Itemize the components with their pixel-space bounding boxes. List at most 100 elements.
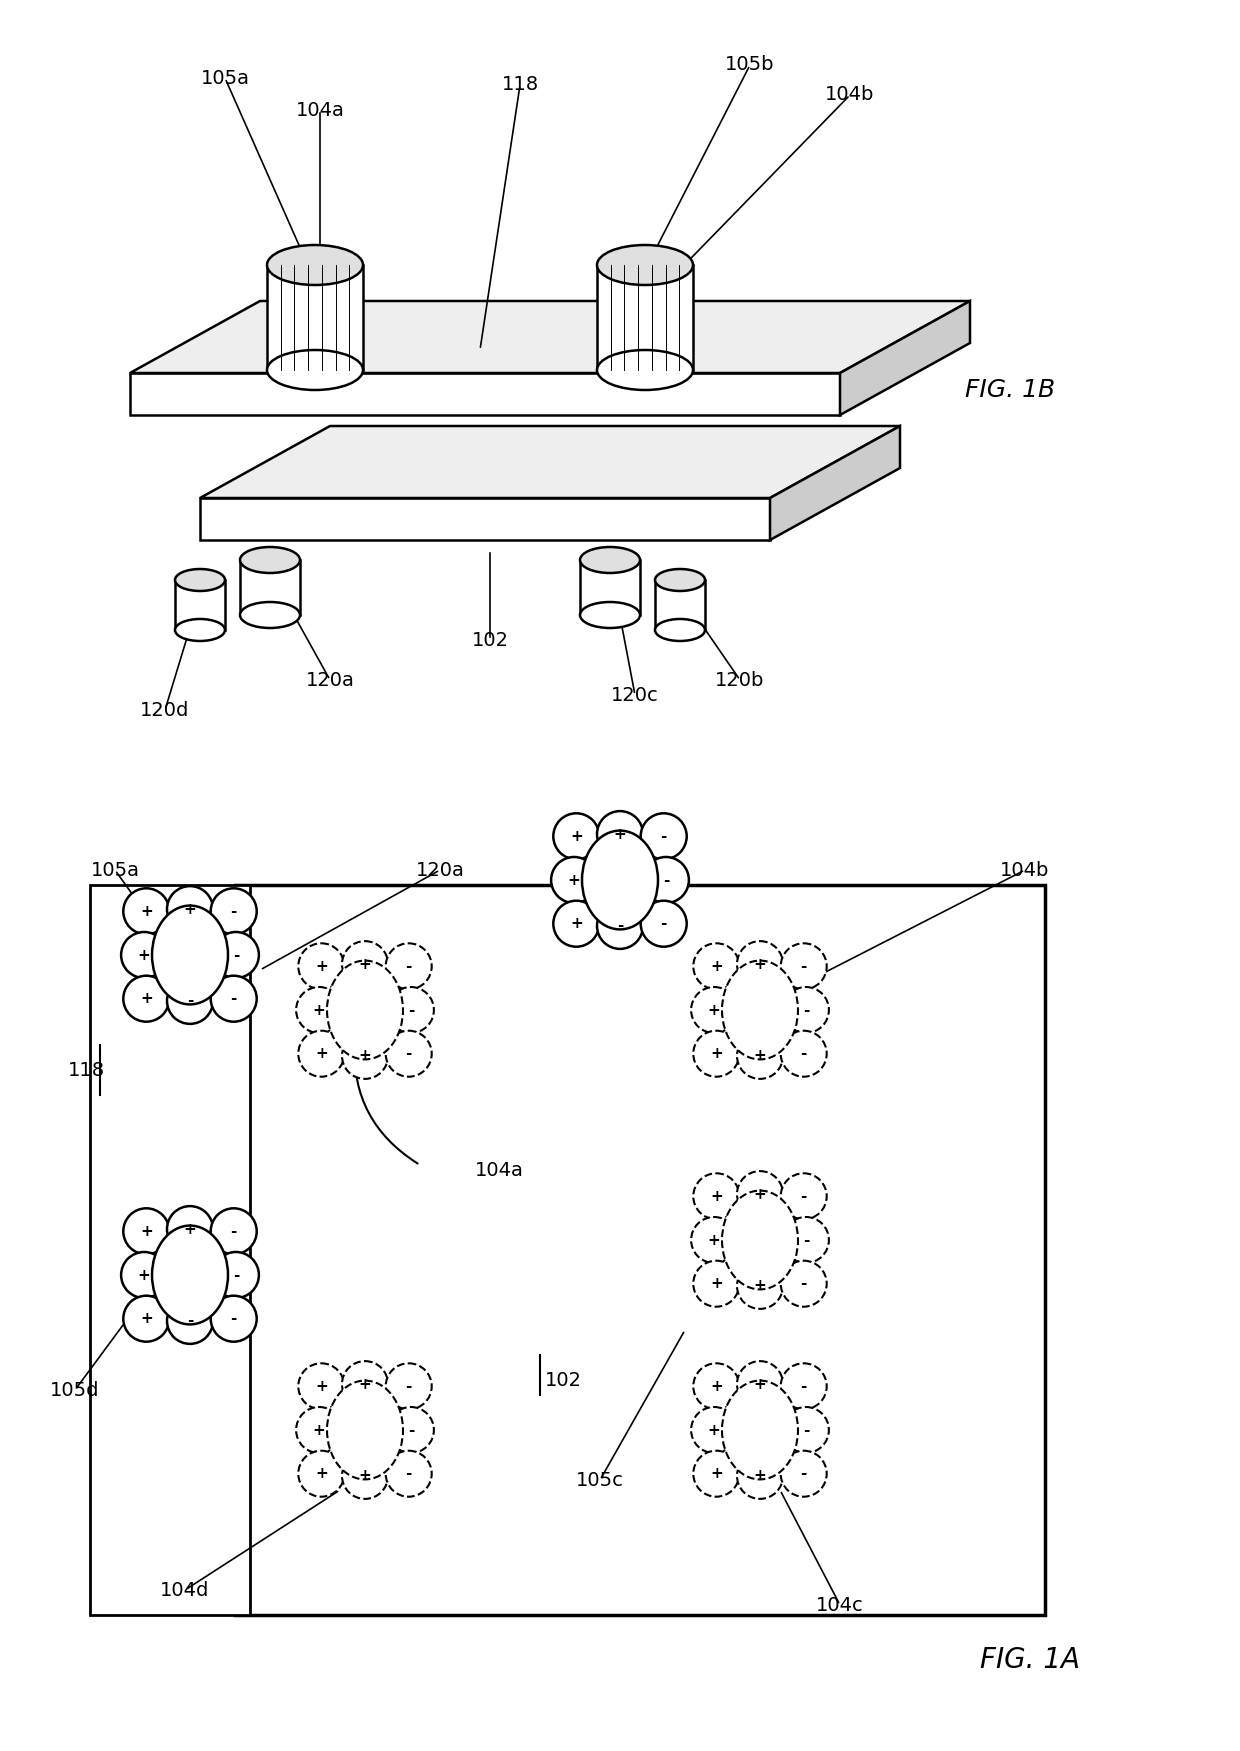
Ellipse shape [722,1191,799,1289]
Text: +: + [138,947,150,963]
Circle shape [299,944,345,989]
Text: +: + [711,1378,723,1394]
Text: +: + [711,1045,723,1061]
Circle shape [299,1450,345,1497]
Text: +: + [754,1278,766,1294]
Polygon shape [839,301,970,415]
Text: 105a: 105a [201,68,249,88]
Text: 102: 102 [546,1371,582,1390]
Text: -: - [801,1466,807,1481]
Text: +: + [315,1045,327,1061]
Circle shape [123,1208,170,1254]
Text: 120d: 120d [140,700,190,720]
Text: -: - [187,993,193,1009]
Text: +: + [312,1003,325,1017]
Text: -: - [405,1045,412,1061]
Ellipse shape [175,620,224,641]
Ellipse shape [153,905,228,1005]
Text: -: - [408,1422,414,1438]
Circle shape [553,900,599,947]
Circle shape [782,1408,828,1453]
Circle shape [782,988,828,1033]
Circle shape [386,1031,432,1077]
Circle shape [693,1031,739,1077]
Polygon shape [200,425,900,497]
Text: -: - [405,1466,412,1481]
Circle shape [691,1408,737,1453]
Text: -: - [801,960,807,974]
Bar [91,884,250,1614]
Text: 120a: 120a [415,860,465,879]
Text: 120c: 120c [611,685,658,704]
Circle shape [737,940,782,988]
Polygon shape [130,373,839,415]
Text: 104c: 104c [816,1595,864,1614]
Text: +: + [358,1049,371,1063]
Text: -: - [801,1045,807,1061]
Text: +: + [315,1378,327,1394]
Text: -: - [405,1378,412,1394]
Text: 104b: 104b [1001,860,1050,879]
Circle shape [781,1364,827,1410]
Text: +: + [358,1469,371,1483]
Polygon shape [770,425,900,539]
Circle shape [596,811,644,858]
Circle shape [211,888,257,935]
Text: 105d: 105d [51,1380,99,1399]
Circle shape [782,1217,828,1262]
Ellipse shape [153,1226,228,1324]
Text: +: + [315,1466,327,1481]
Circle shape [737,1453,782,1499]
Ellipse shape [596,245,693,285]
Text: -: - [802,1003,808,1017]
Text: +: + [754,1187,766,1201]
Text: -: - [231,1311,237,1326]
Text: +: + [184,1222,196,1236]
Circle shape [122,1252,167,1297]
Ellipse shape [580,602,640,629]
Circle shape [342,1361,388,1408]
Ellipse shape [327,1380,403,1480]
Text: 104a: 104a [295,100,345,119]
Circle shape [213,1252,259,1297]
Text: +: + [711,960,723,974]
Circle shape [641,900,687,947]
Text: FIG. 1A: FIG. 1A [980,1646,1080,1674]
Text: -: - [408,1003,414,1017]
Circle shape [781,944,827,989]
Circle shape [167,977,213,1024]
Text: -: - [801,1378,807,1394]
Circle shape [123,888,170,935]
Text: +: + [711,1189,723,1203]
Circle shape [386,1364,432,1410]
Circle shape [211,975,257,1021]
Circle shape [693,944,739,989]
Circle shape [342,940,388,988]
Circle shape [123,975,170,1021]
Circle shape [642,856,689,904]
Text: +: + [315,960,327,974]
Ellipse shape [655,620,706,641]
Polygon shape [580,560,640,615]
Text: -: - [661,828,667,844]
Circle shape [737,1262,782,1310]
Circle shape [211,1296,257,1341]
Circle shape [122,932,167,979]
Text: +: + [140,1224,153,1238]
Text: +: + [754,1049,766,1063]
Circle shape [551,856,598,904]
Ellipse shape [722,1380,799,1480]
Ellipse shape [580,546,640,573]
Text: 104b: 104b [826,86,874,105]
Text: 105b: 105b [640,826,689,846]
Circle shape [167,1206,213,1252]
Text: 105a: 105a [91,860,139,879]
Circle shape [737,1033,782,1079]
Text: +: + [138,1268,150,1282]
Text: 102: 102 [471,630,508,650]
Text: FIG. 1B: FIG. 1B [965,378,1055,403]
Circle shape [296,1408,342,1453]
Circle shape [737,1361,782,1408]
Text: 118: 118 [501,75,538,95]
Ellipse shape [582,830,658,930]
